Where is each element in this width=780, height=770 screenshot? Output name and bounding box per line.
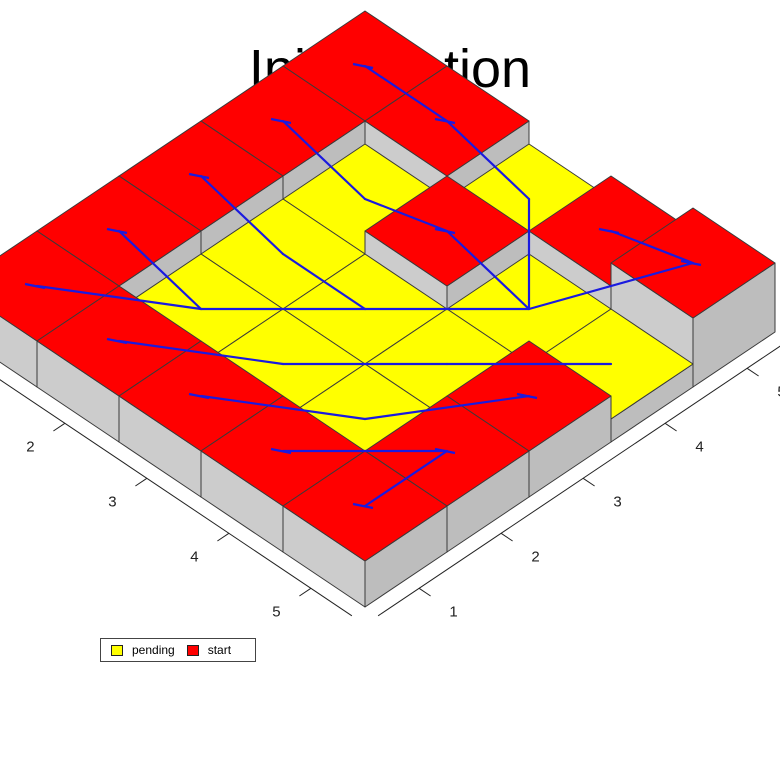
start-marker <box>106 227 128 235</box>
column-axis-tick-label: 3 <box>613 493 621 510</box>
start-marker <box>516 392 538 400</box>
legend-swatch-pending <box>111 644 123 656</box>
flow-edge <box>609 229 695 265</box>
start-marker <box>352 502 374 510</box>
row-axis-tick <box>135 477 148 487</box>
start-marker <box>434 447 456 455</box>
column-axis-tick <box>746 367 759 377</box>
start-marker <box>352 62 374 70</box>
axes: 1234512345 <box>0 345 780 620</box>
start-marker <box>680 259 702 267</box>
flow-edge <box>199 174 285 256</box>
column-axis-tick <box>664 422 677 432</box>
start-marker <box>598 227 620 235</box>
column-axis-tick <box>418 587 431 597</box>
flow-edge <box>117 229 203 311</box>
column-axis-tick <box>582 477 595 487</box>
legend-swatch-start <box>186 644 199 656</box>
column-axis-tick-label: 2 <box>531 548 539 565</box>
start-marker <box>106 337 128 345</box>
flow-edge <box>363 197 449 233</box>
start-marker <box>270 447 292 455</box>
flow-edge <box>363 394 531 421</box>
flow-edge <box>445 229 531 311</box>
row-axis-tick <box>299 587 312 597</box>
flow-edge <box>527 261 695 311</box>
flow-edge <box>445 119 531 201</box>
column-axis-tick <box>500 532 513 542</box>
flow-edge <box>35 284 203 311</box>
start-marker <box>188 392 210 400</box>
row-axis-tick-label: 4 <box>190 548 198 565</box>
legend-label-start: start <box>207 643 232 657</box>
flow-edge <box>281 252 367 311</box>
flow-edge <box>199 394 367 421</box>
column-axis-tick-label: 4 <box>695 438 703 455</box>
column-axis-tick-label: 1 <box>449 603 457 620</box>
flow-tree <box>24 62 702 510</box>
flow-edge <box>281 119 367 201</box>
start-marker <box>24 282 46 290</box>
flow-edge <box>363 449 449 508</box>
row-axis-tick-label: 5 <box>272 603 280 620</box>
flow-edge <box>117 339 285 366</box>
legend-item-pending: pending <box>111 643 175 657</box>
legend: pending start <box>100 638 256 662</box>
legend-item-start: start <box>186 643 232 657</box>
column-axis-tick-label: 5 <box>777 383 780 400</box>
flow-edge <box>363 64 449 123</box>
row-axis-tick-label: 3 <box>108 493 116 510</box>
row-axis-tick <box>53 422 66 432</box>
legend-label-pending: pending <box>132 643 175 657</box>
start-marker <box>270 117 292 125</box>
start-marker <box>434 117 456 125</box>
start-marker <box>188 172 210 180</box>
row-axis-tick-label: 2 <box>26 438 34 455</box>
row-axis-tick <box>217 532 230 542</box>
start-marker <box>434 227 456 235</box>
